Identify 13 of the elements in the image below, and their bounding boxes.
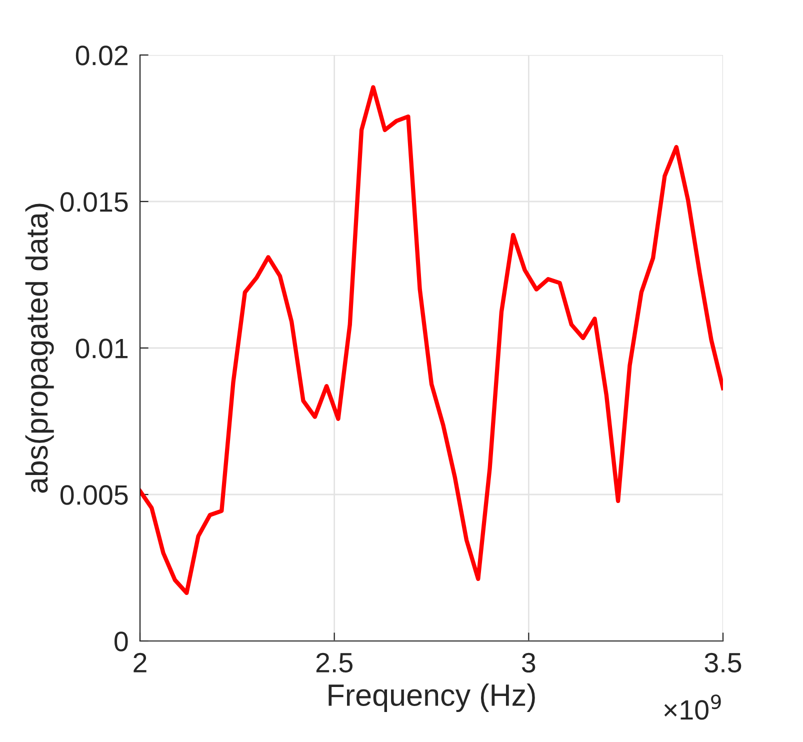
- y-tick-label: 0.015: [60, 192, 128, 212]
- y-tick-label: 0: [114, 632, 128, 652]
- text: ×10$^{9}$: [664, 694, 721, 720]
- x-axis-title: Frequency (Hz): [328, 684, 535, 712]
- x-tick-label: 3.5: [704, 652, 742, 673]
- y-tick-label: 0.005: [60, 485, 128, 505]
- y-tick-label: 0.02: [76, 46, 128, 66]
- x-tick-label: 3: [522, 652, 536, 673]
- y-tick-label: 0.01: [76, 338, 128, 358]
- y-axis-title: abs(propagated data): [25, 204, 54, 493]
- x-tick-label: 2: [134, 652, 146, 672]
- line-series: [140, 85, 723, 596]
- x-tick-label: 2.5: [316, 652, 352, 673]
